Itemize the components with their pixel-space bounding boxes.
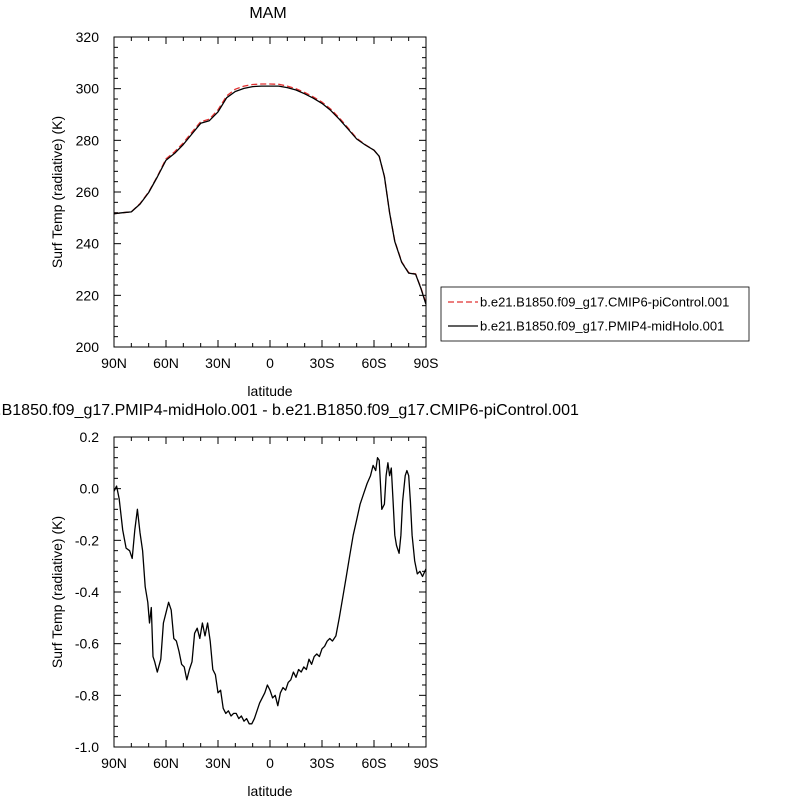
y-tick-label: 320 (76, 29, 100, 45)
difference-chart-title: b.e21.B1850.f09_g17.PMIP4-midHolo.001 - … (0, 402, 579, 419)
x-tick-label: 60S (362, 355, 387, 371)
x-tick-label: 60S (362, 755, 387, 771)
legend-box (440, 286, 750, 342)
y-tick-label: -0.6 (75, 636, 99, 652)
x-tick-label: 90S (414, 355, 439, 371)
legend: b.e21.B1850.f09_g17.CMIP6-piControl.001 … (440, 286, 750, 342)
x-tick-label: 60N (153, 355, 179, 371)
y-tick-label: -0.2 (75, 532, 99, 548)
series-layer (113, 83, 427, 305)
legend-label-midholo: b.e21.B1850.f09_g17.PMIP4-midHolo.001 (480, 319, 724, 334)
plot-frame (113, 36, 427, 348)
x-tick-labels: 90N 60N 30N 0 30S 60S 90S (101, 355, 438, 371)
tick-marks (113, 436, 427, 748)
series-line-1 (113, 85, 427, 305)
y-tick-label: 300 (76, 81, 100, 97)
series-layer (113, 457, 427, 725)
x-tick-labels: 90N 60N 30N 0 30S 60S 90S (101, 755, 438, 771)
chart-title: MAM (249, 5, 286, 22)
x-tick-label: 30N (205, 355, 231, 371)
series-line-0 (113, 83, 427, 304)
y-tick-label: 260 (76, 184, 100, 200)
panel-bottom-chart: b.e21.B1850.f09_g17.PMIP4-midHolo.001 - … (0, 402, 579, 799)
x-tick-label: 60N (153, 755, 179, 771)
y-tick-label: 200 (76, 339, 100, 355)
x-axis-label: latitude (247, 783, 292, 799)
y-tick-label: 220 (76, 287, 100, 303)
plot-frame (113, 436, 427, 748)
legend-label-picontrol: b.e21.B1850.f09_g17.CMIP6-piControl.001 (480, 295, 729, 310)
y-tick-label: -0.4 (75, 584, 99, 600)
y-tick-label: 240 (76, 236, 100, 252)
y-tick-label: 280 (76, 132, 100, 148)
x-tick-label: 90S (414, 755, 439, 771)
x-tick-label: 90N (101, 755, 127, 771)
x-tick-label: 30S (310, 755, 335, 771)
x-tick-label: 30S (310, 355, 335, 371)
x-tick-label: 30N (205, 755, 231, 771)
x-axis-label: latitude (247, 383, 292, 399)
y-tick-labels: -1.0 -0.8 -0.6 -0.4 -0.2 0.0 0.2 (75, 429, 99, 755)
x-tick-label: 0 (266, 755, 274, 771)
y-axis-label: Surf Temp (radiative) (K) (49, 116, 65, 268)
x-tick-label: 0 (266, 355, 274, 371)
series-line-0 (113, 457, 427, 725)
y-tick-label: 0.2 (80, 429, 100, 445)
y-tick-label: 0.0 (80, 481, 100, 497)
y-tick-label: -0.8 (75, 687, 99, 703)
x-tick-label: 90N (101, 355, 127, 371)
panel-top-chart: MAM 90N 60N 30N 0 30S 60S 90S 200 220 240 260 280 3… (49, 5, 438, 399)
y-tick-label: -1.0 (75, 739, 99, 755)
y-axis-label: Surf Temp (radiative) (K) (49, 516, 65, 668)
y-tick-labels: 200 220 240 260 280 300 320 (76, 29, 100, 355)
